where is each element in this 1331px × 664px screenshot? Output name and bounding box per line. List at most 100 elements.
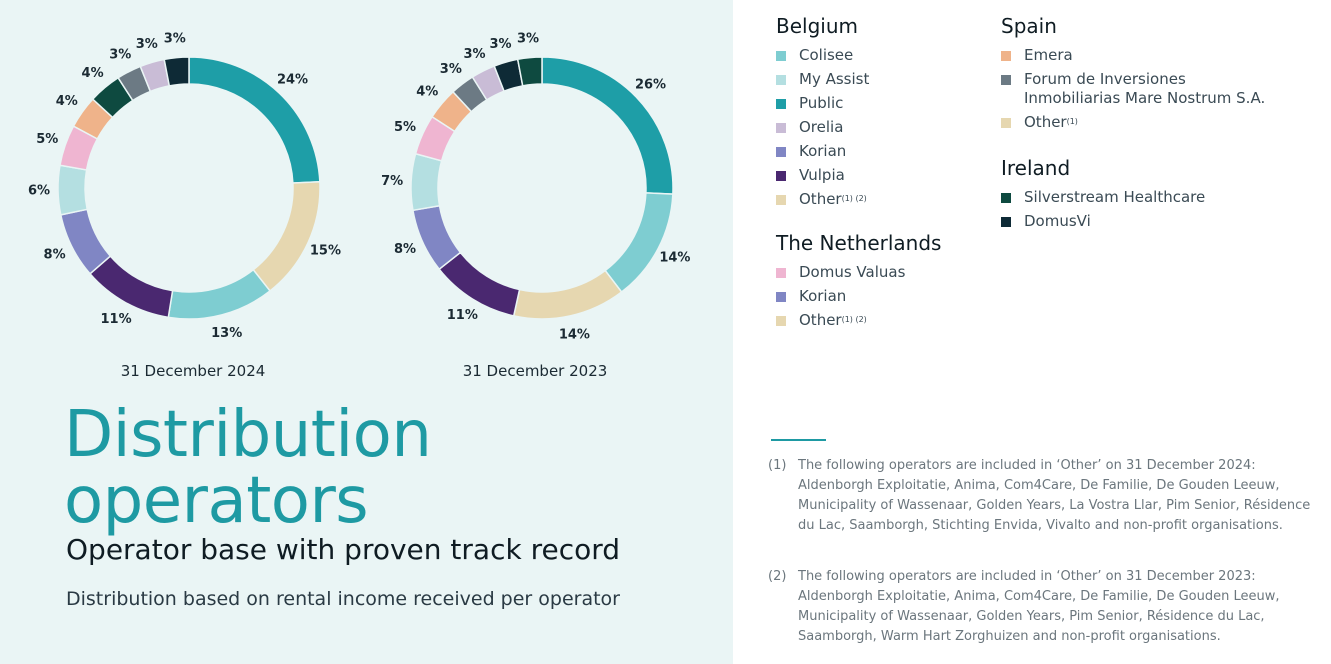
donut-value-label: 3%	[517, 32, 539, 47]
donut-value-label: 3%	[164, 32, 186, 47]
legend-item: Other(1)	[1001, 113, 1265, 132]
donut-segment	[604, 192, 674, 294]
donut-value-label: 7%	[381, 174, 403, 189]
legend-heading-belgium: Belgium	[776, 14, 858, 38]
legend-swatch	[1001, 193, 1011, 203]
divider	[771, 439, 826, 441]
donut-charts: 24%15%13%11%8%6%5%4%4%3%3% 3% 26%14%14%11…	[28, 32, 690, 343]
legend-swatch	[776, 99, 786, 109]
legend-swatch	[776, 268, 786, 278]
legend-item: My Assist	[776, 70, 869, 89]
donut-segment	[516, 56, 543, 87]
legend-label: Orelia	[799, 118, 844, 136]
legend-label: Vulpia	[799, 166, 845, 184]
legend-netherlands: The Netherlands Domus Valuas Korian Other(…	[776, 231, 941, 335]
chart-caption-2024: 31 December 2024	[120, 362, 266, 380]
donut-segment	[167, 268, 272, 320]
donut-value-label: 11%	[101, 312, 132, 327]
legend-swatch	[776, 292, 786, 302]
legend-swatch	[776, 123, 786, 133]
page-title-line1: Distribution	[64, 398, 432, 472]
legend-item: Emera	[1001, 46, 1265, 65]
chart-caption-2023: 31 December 2023	[462, 362, 608, 380]
donut-value-label: 3%	[136, 37, 158, 52]
legend-swatch	[1001, 217, 1011, 227]
legend-item: Orelia	[776, 118, 869, 137]
legend-swatch	[1001, 51, 1011, 61]
legend-swatch	[776, 171, 786, 181]
legend-label: Forum de Inversiones Inmobiliarias Mare N…	[1024, 70, 1266, 107]
legend-swatch	[776, 75, 786, 85]
donut-value-label: 5%	[394, 120, 416, 135]
legend-label: Other(1)	[1024, 113, 1078, 131]
legend-label: DomusVi	[1024, 212, 1091, 230]
donut-value-label: 6%	[28, 183, 50, 198]
donut-value-label: 14%	[659, 251, 690, 266]
legend-item: Forum de Inversiones Inmobiliarias Mare N…	[1001, 70, 1265, 108]
legend-item: Other(1) (2)	[776, 311, 941, 330]
donut-segment	[512, 269, 623, 320]
legend-spain: Spain Emera Forum de Inversiones Inmobilia…	[1001, 14, 1265, 137]
donut-chart-2023: 26%14%14%11%8%7%5%4%3%3%3% 3%	[381, 32, 690, 343]
donut-value-label: 5%	[36, 132, 58, 147]
legend-label: Colisee	[799, 46, 854, 64]
donut-value-label: 4%	[416, 84, 438, 99]
page-description: Distribution based on rental income rece…	[66, 588, 620, 610]
legend-item: Vulpia	[776, 166, 869, 185]
donut-value-label: 4%	[82, 66, 104, 81]
footnote-number: (1)	[768, 458, 787, 473]
footnote-text: The following operators are included in …	[798, 569, 1280, 644]
legend-label: Other(1) (2)	[799, 311, 867, 329]
legend-heading-spain: Spain	[1001, 14, 1057, 38]
donut-segment	[410, 152, 443, 212]
donut-segment	[438, 251, 521, 317]
legend-label: Public	[799, 94, 844, 112]
legend-item: Silverstream Healthcare	[1001, 188, 1205, 207]
page-title-line2: operators	[64, 464, 369, 538]
legend-swatch	[776, 195, 786, 205]
donut-chart-2024: 24% 15% 13% 11% 8% 6% 5% 4% 4% 3% 3% 3%	[28, 32, 341, 342]
legend-item: Korian	[776, 287, 941, 306]
legend-swatch	[1001, 75, 1011, 85]
donut-value-label: 4%	[56, 94, 78, 109]
donut-value-label: 13%	[211, 326, 242, 341]
legend-label: Korian	[799, 142, 847, 160]
legend-ireland: Ireland Silverstream Healthcare DomusVi	[1001, 156, 1205, 236]
legend-item: Public	[776, 94, 869, 113]
legend-item: Other(1) (2)	[776, 190, 869, 209]
legend-item: Colisee	[776, 46, 869, 65]
donut-value-label: 15%	[310, 243, 341, 258]
page-subtitle: Operator base with proven track record	[66, 533, 621, 566]
donut-value-label: 26%	[635, 77, 666, 92]
donut-value-label: 3%	[490, 37, 512, 52]
legend-item: Korian	[776, 142, 869, 161]
legend-label: Domus Valuas	[799, 263, 906, 281]
footnote-text: The following operators are included in …	[798, 458, 1311, 533]
donut-segment	[57, 164, 89, 216]
legend-item: DomusVi	[1001, 212, 1205, 231]
legend-item: Domus Valuas	[776, 263, 941, 282]
legend-swatch	[1001, 118, 1011, 128]
donut-value-label: 14%	[559, 327, 590, 342]
legend-swatch	[776, 51, 786, 61]
page-title: Distribution operators	[64, 398, 432, 538]
legend-label: Silverstream Healthcare	[1024, 188, 1206, 206]
legend-belgium: Belgium Colisee My Assist Public Orelia Kori…	[776, 14, 869, 214]
footnote-2: (2) The following operators are included…	[768, 567, 1313, 647]
donut-segment	[252, 180, 321, 293]
donut-value-label: 8%	[44, 248, 66, 263]
legend-label: Emera	[1024, 46, 1073, 64]
donut-value-label: 3%	[463, 47, 485, 62]
donut-value-label: 8%	[394, 242, 416, 257]
legend-label: My Assist	[799, 70, 870, 88]
legend-heading-ireland: Ireland	[1001, 156, 1071, 180]
footnote-1: (1) The following operators are included…	[768, 456, 1313, 536]
legend-label: Korian	[799, 287, 847, 305]
footnote-number: (2)	[768, 569, 787, 584]
legend-label: Other(1) (2)	[799, 190, 867, 208]
donut-value-label: 24%	[277, 72, 308, 87]
donut-segment	[163, 56, 190, 87]
legend-swatch	[776, 316, 786, 326]
donut-segment	[88, 255, 174, 319]
legend-swatch	[776, 147, 786, 157]
